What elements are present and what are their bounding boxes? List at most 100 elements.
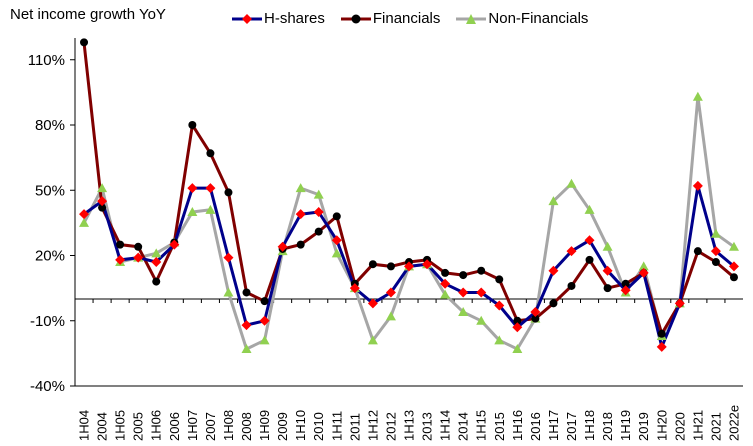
x-tick-label: 2009 (275, 412, 290, 441)
point-h-shares (494, 300, 505, 311)
x-tick-label: 1H06 (149, 410, 164, 441)
x-tick-label: 2005 (131, 412, 146, 441)
point-h-shares (620, 285, 631, 296)
point-financials (513, 316, 522, 325)
point-non-financials (584, 204, 595, 214)
legend-label-h-shares: H-shares (264, 10, 325, 27)
point-h-shares (476, 287, 487, 298)
point-non-financials (151, 248, 162, 258)
point-financials (459, 271, 468, 280)
point-non-financials (566, 178, 577, 188)
point-h-shares (566, 246, 577, 257)
point-financials (657, 329, 666, 338)
point-h-shares (313, 207, 324, 217)
point-financials (368, 260, 377, 269)
point-non-financials (476, 315, 487, 325)
point-h-shares (277, 241, 288, 252)
point-non-financials (512, 344, 523, 354)
x-tick-label: 1H16 (510, 410, 525, 441)
x-tick-label: 1H13 (402, 410, 417, 441)
y-tick-label: 50% (35, 182, 65, 199)
point-financials (729, 273, 738, 282)
legend-item-financials: Financials (340, 10, 441, 27)
point-financials (585, 255, 594, 264)
point-h-shares (331, 235, 342, 246)
x-tick-label: 2021 (708, 412, 723, 441)
point-h-shares (223, 252, 234, 263)
series-line-financials (82, 42, 735, 336)
point-financials (332, 212, 341, 221)
y-tick-label: 80% (35, 117, 65, 134)
legend-item-h-shares: H-shares (232, 10, 325, 27)
x-tick-label: 2018 (600, 412, 615, 441)
x-tick-label: 2022e (726, 405, 741, 441)
point-h-shares (656, 341, 667, 352)
point-financials (296, 240, 305, 249)
axes (70, 38, 743, 387)
point-non-financials (223, 287, 234, 297)
x-tick-label: 2012 (383, 412, 398, 441)
legend-swatch-non-financials (456, 13, 487, 24)
x-tick-label: 2010 (311, 412, 326, 441)
point-h-shares (133, 252, 144, 263)
x-tick-label: 1H10 (293, 410, 308, 441)
point-financials (477, 266, 486, 275)
point-non-financials (458, 307, 469, 317)
x-tick-label: 1H18 (582, 410, 597, 441)
x-tick-label: 1H05 (113, 410, 128, 441)
point-non-financials (259, 335, 270, 345)
point-h-shares (674, 298, 685, 309)
x-tick-label: 2016 (528, 412, 543, 441)
point-h-shares (548, 265, 559, 276)
point-non-financials (548, 196, 559, 206)
point-h-shares (151, 257, 162, 268)
point-h-shares (187, 183, 198, 194)
point-financials (441, 268, 450, 277)
point-financials (152, 277, 161, 286)
point-non-financials (241, 344, 252, 354)
y-tick-label: 20% (35, 248, 65, 265)
point-non-financials (385, 311, 396, 321)
x-tick-label: 1H12 (365, 410, 380, 441)
point-h-shares (205, 183, 216, 194)
x-tick-label: 2007 (203, 412, 218, 441)
marker-layer (79, 38, 739, 354)
point-financials (621, 279, 630, 288)
legend-label-financials: Financials (372, 10, 441, 27)
x-tick-label: 1H08 (221, 410, 236, 441)
x-tick-label: 1H21 (690, 410, 705, 441)
x-tick-label: 2013 (420, 412, 435, 441)
point-h-shares (79, 209, 90, 220)
x-tick-label: 1H09 (257, 410, 272, 441)
point-h-shares (422, 259, 433, 270)
point-non-financials (440, 289, 451, 299)
point-h-shares (530, 307, 541, 318)
point-financials (711, 258, 720, 267)
point-financials (98, 203, 107, 212)
x-tick-label: 1H11 (329, 411, 344, 441)
legend: H-shares Financials Non-Financials (232, 10, 588, 27)
point-h-shares (512, 322, 523, 333)
legend-label-non-financials: Non-Financials (488, 10, 589, 27)
x-tick-label: 1H07 (185, 410, 200, 441)
y-tick-label: -10% (30, 313, 65, 330)
x-tick-label: 1H17 (546, 410, 561, 441)
point-h-shares (385, 287, 396, 298)
point-financials (603, 284, 612, 293)
x-tick-label: 2011 (347, 413, 362, 441)
x-tick-label: 2019 (636, 412, 651, 441)
point-non-financials (79, 217, 90, 227)
point-financials (116, 240, 125, 249)
point-h-shares (404, 261, 414, 272)
point-non-financials (97, 183, 108, 193)
point-h-shares (584, 235, 595, 246)
point-financials (567, 281, 576, 290)
point-h-shares (710, 246, 721, 257)
point-h-shares (295, 209, 306, 220)
x-tick-label: 2020 (672, 412, 687, 441)
point-h-shares (440, 278, 451, 289)
point-financials (134, 242, 143, 251)
ticks-layer: 110%80%50%20%-10%-40%1H04 2004 1H05 2005 1H0… (28, 52, 742, 441)
x-tick-label: 1H04 (77, 410, 92, 441)
point-financials (206, 149, 215, 158)
